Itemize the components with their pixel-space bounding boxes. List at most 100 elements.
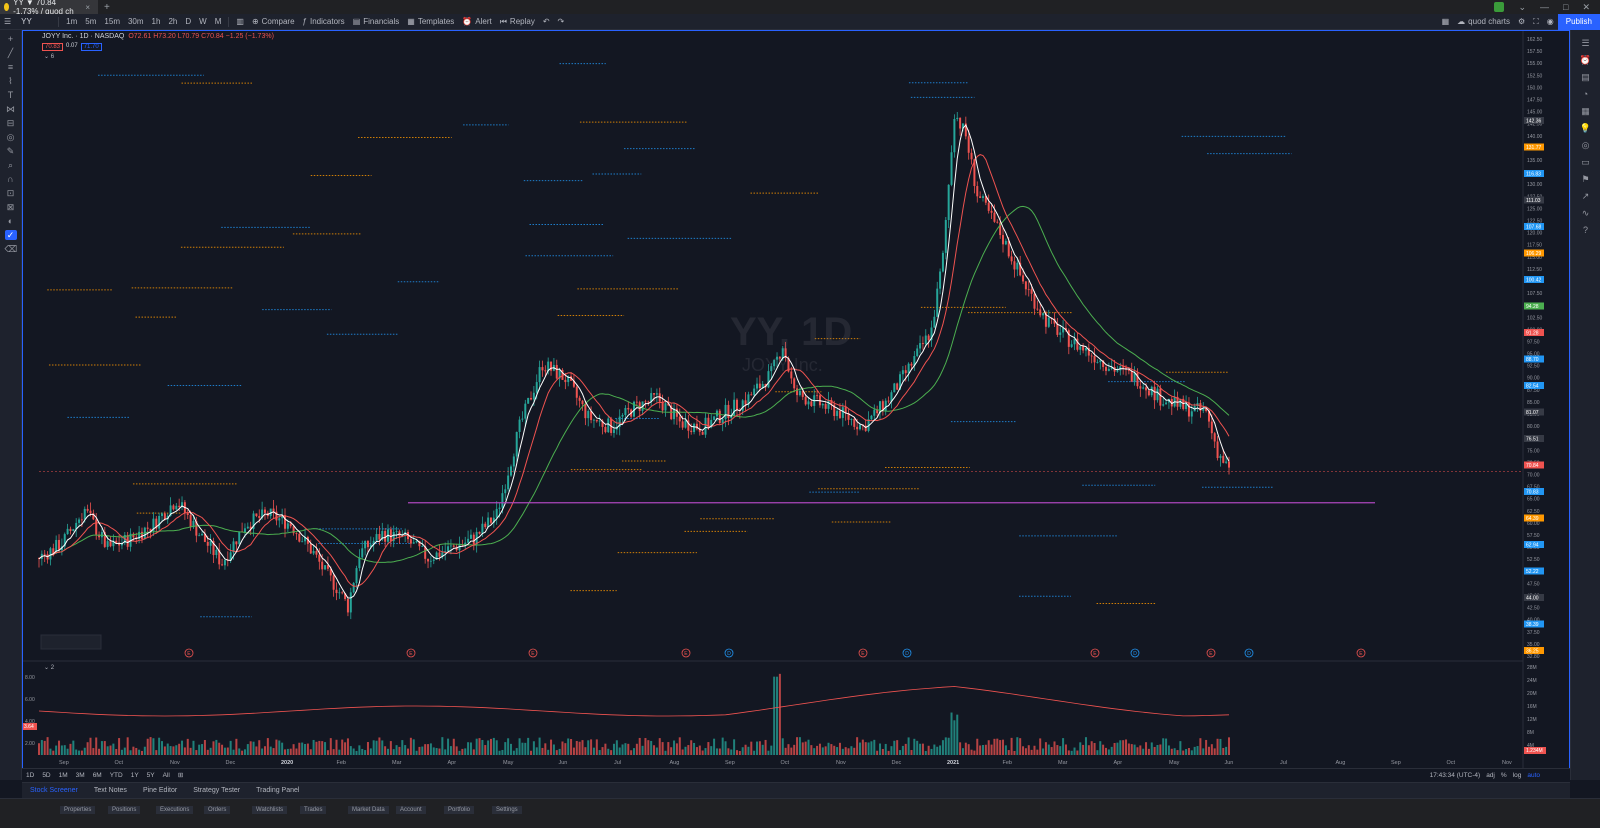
settings-icon[interactable]: ⚙ (1517, 17, 1526, 26)
notifications-icon[interactable]: ⚑ (1581, 174, 1590, 184)
range-1d[interactable]: 1D (26, 771, 35, 779)
tab-text-notes[interactable]: Text Notes (93, 787, 127, 794)
range-5d[interactable]: 5D (42, 771, 51, 779)
status-tab[interactable]: Executions (156, 806, 194, 814)
indicators-button[interactable]: ƒ Indicators (299, 17, 349, 26)
range-3m[interactable]: 3M (75, 771, 85, 779)
replay-button[interactable]: ⏮ Replay (496, 17, 539, 27)
maximize-button[interactable]: □ (1563, 2, 1569, 12)
price-label: 106.29 (1526, 251, 1542, 257)
range-all[interactable]: All (162, 771, 170, 779)
lock-icon[interactable]: ⊡ (6, 188, 15, 198)
tab-stock-screener[interactable]: Stock Screener (30, 787, 78, 794)
interval-1m[interactable]: 1m (66, 17, 78, 26)
interval-w[interactable]: W (199, 17, 207, 26)
tab-search-button[interactable]: ⌄ (1518, 1, 1527, 12)
calendar-icon[interactable]: ▦ (1581, 106, 1590, 116)
streams-icon[interactable]: ◎ (1581, 140, 1590, 150)
eye-icon[interactable]: ◎ (6, 132, 15, 142)
status-tab[interactable]: Positions (108, 806, 141, 814)
status-tab[interactable]: Portfolio (444, 806, 475, 814)
redo-icon[interactable]: ↷ (557, 17, 565, 26)
range-ytd[interactable]: YTD (109, 771, 123, 779)
chart-pane[interactable]: 162.50 157.50 155.00 152.50 150.00 147.50 145.… (22, 30, 1570, 780)
alerts-icon[interactable]: ⏰ (1579, 55, 1592, 65)
dom-icon[interactable]: ∿ (1581, 208, 1590, 218)
projection-icon[interactable]: ⋈ (6, 104, 15, 114)
indicators-collapse[interactable]: ⌄ 6 (44, 54, 55, 60)
measure-icon[interactable]: ⊟ (6, 118, 15, 128)
interval-m[interactable]: M (214, 17, 222, 26)
menu-icon[interactable]: ☰ (4, 17, 12, 26)
interval-1h[interactable]: 1h (151, 17, 161, 26)
text-icon[interactable]: T (7, 90, 14, 100)
data-window-icon[interactable]: ▤ (1581, 72, 1590, 82)
tab-trading-panel[interactable]: Trading Panel (256, 787, 300, 794)
status-tab[interactable]: Properties (60, 806, 96, 814)
chat-icon[interactable]: ▭ (1581, 157, 1590, 167)
price-chart[interactable]: 162.50 157.50 155.00 152.50 150.00 147.50 145.… (23, 31, 1569, 769)
templates-button[interactable]: ▦ Templates (403, 17, 458, 26)
percent-toggle[interactable]: % (1500, 771, 1507, 779)
auto-toggle[interactable]: auto (1527, 771, 1540, 779)
interval-30m[interactable]: 30m (127, 17, 144, 26)
help-icon[interactable]: ? (1582, 225, 1588, 235)
range-1m[interactable]: 1M (58, 771, 68, 779)
crosshair-icon[interactable]: + (7, 34, 14, 44)
alert-button[interactable]: ⏰ Alert (458, 17, 495, 26)
symbol-search[interactable]: YY (21, 17, 32, 26)
range-1y[interactable]: 1Y (130, 771, 139, 779)
order-panel-icon[interactable]: ↗ (1581, 191, 1590, 201)
camera-icon[interactable]: ◉ (1546, 17, 1554, 26)
publish-button[interactable]: Publish (1557, 13, 1600, 30)
range-6m[interactable]: 6M (92, 771, 102, 779)
fib-icon[interactable]: ≡ (7, 62, 14, 72)
trash-icon[interactable]: ⌫ (4, 244, 18, 254)
close-window-button[interactable]: ✕ (1582, 1, 1590, 12)
close-tab-icon[interactable]: × (85, 2, 90, 12)
adj-toggle[interactable]: adj (1486, 771, 1495, 779)
brush-icon[interactable]: ✎ (6, 146, 15, 156)
fullscreen-icon[interactable]: ⛶ (1533, 16, 1539, 26)
ideas-icon[interactable]: 💡 (1579, 123, 1592, 133)
status-tab[interactable]: Orders (204, 806, 231, 814)
financials-button[interactable]: ▤ Financials (349, 17, 404, 26)
volume-bar (292, 744, 295, 755)
ask-box[interactable]: 71.70 (80, 43, 102, 51)
browser-tab[interactable]: YY ▼ 70.84 -1.73% / quod ch × (0, 0, 98, 16)
layout-name[interactable]: ☁ quod charts (1453, 17, 1514, 26)
status-tab[interactable]: Watchlists (252, 806, 288, 814)
magnet-icon[interactable]: ∩ (7, 174, 14, 184)
zoom-icon[interactable]: ⌕ (7, 160, 14, 170)
tab-strategy-tester[interactable]: Strategy Tester (193, 787, 241, 794)
compare-button[interactable]: ⊕ Compare (248, 17, 299, 26)
watchlist-icon[interactable]: ☰ (1581, 38, 1590, 48)
new-tab-button[interactable]: + (104, 1, 110, 13)
hotlist-icon[interactable]: ◔ (1582, 89, 1589, 99)
status-tab[interactable]: Market Data (348, 806, 389, 814)
chart-type-icon[interactable]: ▥ (236, 17, 244, 26)
status-tab[interactable]: Account (396, 806, 426, 814)
volume-legend[interactable]: ⌄ 2 (44, 665, 55, 671)
layout-grid-icon[interactable]: ▦ (1441, 17, 1450, 26)
pattern-icon[interactable]: ⌇ (8, 76, 13, 86)
interval-d[interactable]: D (185, 17, 192, 26)
profile-icon[interactable] (1494, 2, 1505, 12)
range-5y[interactable]: 5Y (146, 771, 155, 779)
goto-date-icon[interactable]: ⊞ (177, 772, 184, 779)
status-tab[interactable]: Settings (492, 806, 522, 814)
log-toggle[interactable]: log (1512, 771, 1522, 779)
minimize-button[interactable]: — (1540, 2, 1550, 12)
interval-5m[interactable]: 5m (85, 17, 97, 26)
interval-15m[interactable]: 15m (104, 17, 120, 26)
status-tab[interactable]: Trades (300, 806, 327, 814)
sync-drawings-icon[interactable]: ✓ (4, 230, 17, 240)
lock-all-icon[interactable]: ⊠ (6, 202, 15, 212)
trend-line-icon[interactable]: ╱ (7, 48, 14, 58)
bid-box[interactable]: 70.83 (42, 43, 64, 51)
undo-icon[interactable]: ↶ (542, 17, 550, 26)
visibility-icon[interactable]: ◐ (7, 216, 14, 226)
interval-2h[interactable]: 2h (168, 17, 178, 26)
tab-pine-editor[interactable]: Pine Editor (142, 787, 178, 794)
clock-time[interactable]: 17:43:34 (UTC-4) (1429, 771, 1481, 779)
